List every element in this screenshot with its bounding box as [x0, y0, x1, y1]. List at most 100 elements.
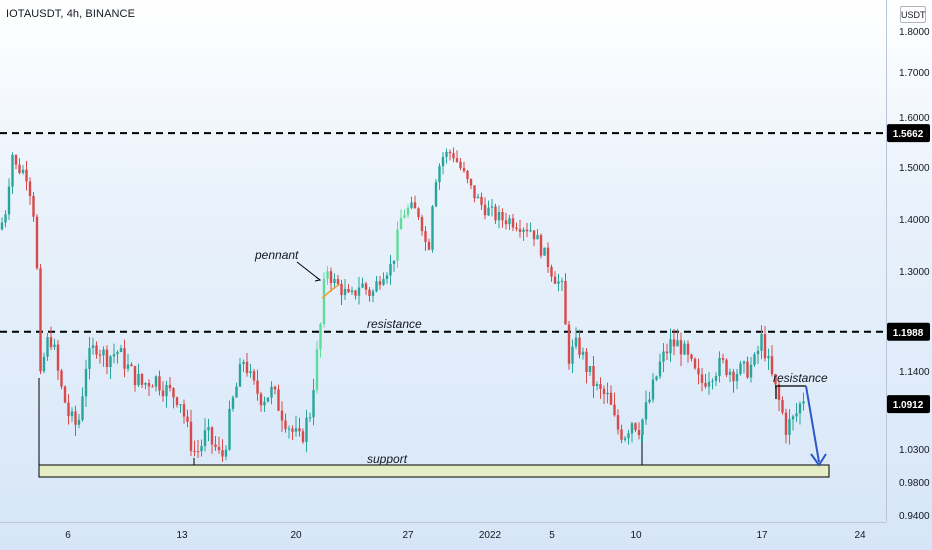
candle-body	[298, 428, 301, 432]
candle	[375, 275, 378, 293]
candle-body	[767, 356, 770, 359]
candle	[543, 247, 546, 256]
candle	[214, 435, 217, 451]
candle-body	[665, 351, 669, 354]
candle	[109, 355, 112, 380]
candle	[158, 370, 161, 396]
candle-body	[704, 382, 707, 387]
candle-body	[277, 389, 280, 411]
candle-body	[669, 339, 672, 354]
candle	[371, 289, 375, 303]
candle-body	[60, 370, 63, 387]
candle	[116, 350, 119, 364]
candle-body	[599, 384, 602, 389]
price-tag-label: 1.1988	[893, 328, 924, 339]
candle	[455, 150, 459, 163]
candle	[802, 392, 805, 411]
candle-body	[25, 169, 28, 182]
candle-body	[354, 290, 357, 296]
candle	[179, 403, 182, 413]
candle	[284, 413, 287, 433]
candle-body	[483, 204, 487, 216]
candle-body	[613, 404, 616, 416]
candle	[357, 277, 361, 305]
candle-body	[399, 217, 403, 230]
candle	[35, 214, 39, 270]
price-tick-label: 1.7000	[899, 68, 930, 79]
price-tag: 1.0912	[887, 395, 930, 414]
candle-body	[431, 206, 434, 250]
candle	[84, 359, 88, 407]
candle	[221, 439, 224, 463]
candle-body	[28, 181, 32, 196]
candle-body	[158, 376, 161, 391]
candle-body	[42, 356, 46, 372]
candle	[11, 152, 14, 194]
annotation-resistance-right: resistance	[773, 371, 828, 385]
candle	[595, 381, 599, 391]
candle	[91, 337, 95, 355]
candle-body	[144, 383, 147, 385]
candle-body	[732, 371, 735, 382]
candle	[665, 343, 669, 361]
candle-body	[308, 417, 312, 419]
candle-body	[326, 271, 329, 279]
candle-body	[340, 284, 343, 296]
candle	[280, 401, 284, 432]
candle	[672, 329, 676, 356]
candle	[231, 395, 235, 412]
candle-body	[294, 428, 298, 432]
candle-body	[77, 419, 81, 425]
candle	[340, 279, 343, 306]
annotation-resistance-mid: resistance	[367, 317, 422, 331]
projection-arrowhead	[810, 453, 827, 467]
candle-body	[74, 411, 77, 425]
candle-body	[238, 364, 242, 387]
candle	[46, 332, 49, 361]
candle	[147, 379, 151, 397]
candle	[193, 440, 196, 457]
candle	[42, 352, 46, 374]
time-tick-label: 27	[402, 530, 414, 541]
candle	[67, 394, 70, 425]
candle	[77, 414, 81, 429]
candle	[480, 192, 483, 210]
candle-body	[672, 339, 676, 347]
candle-body	[112, 354, 116, 357]
candle-body	[7, 186, 11, 215]
candle-body	[497, 212, 501, 221]
candle-body	[11, 154, 14, 187]
candle	[305, 409, 308, 453]
candle	[189, 409, 193, 457]
candle	[536, 228, 539, 240]
candle	[686, 340, 690, 363]
candle-body	[214, 444, 217, 448]
price-tick-label: 0.9400	[899, 511, 930, 522]
candle-body	[165, 384, 168, 397]
candle-body	[494, 206, 497, 221]
candle-body	[735, 373, 739, 382]
candle	[378, 276, 382, 290]
price-tick-label: 1.5000	[899, 163, 930, 174]
candle-body	[655, 376, 658, 380]
candle-body	[560, 280, 564, 282]
candle	[294, 415, 298, 437]
candle-body	[322, 278, 326, 324]
candle	[770, 344, 774, 377]
candle	[273, 385, 277, 395]
price-tick-label: 1.0300	[899, 445, 930, 456]
candle-body	[263, 401, 266, 406]
candle	[592, 356, 595, 399]
candle-body	[368, 289, 371, 296]
candle	[25, 161, 28, 191]
projection-arrow-shaft	[805, 385, 820, 463]
candle-body	[571, 346, 574, 364]
candle	[739, 360, 742, 376]
candle-body	[196, 451, 200, 453]
currency-selector[interactable]: USDT	[900, 6, 926, 23]
candle	[56, 339, 60, 380]
candle-body	[168, 384, 172, 389]
candle	[616, 409, 620, 435]
candle-body	[154, 376, 158, 387]
